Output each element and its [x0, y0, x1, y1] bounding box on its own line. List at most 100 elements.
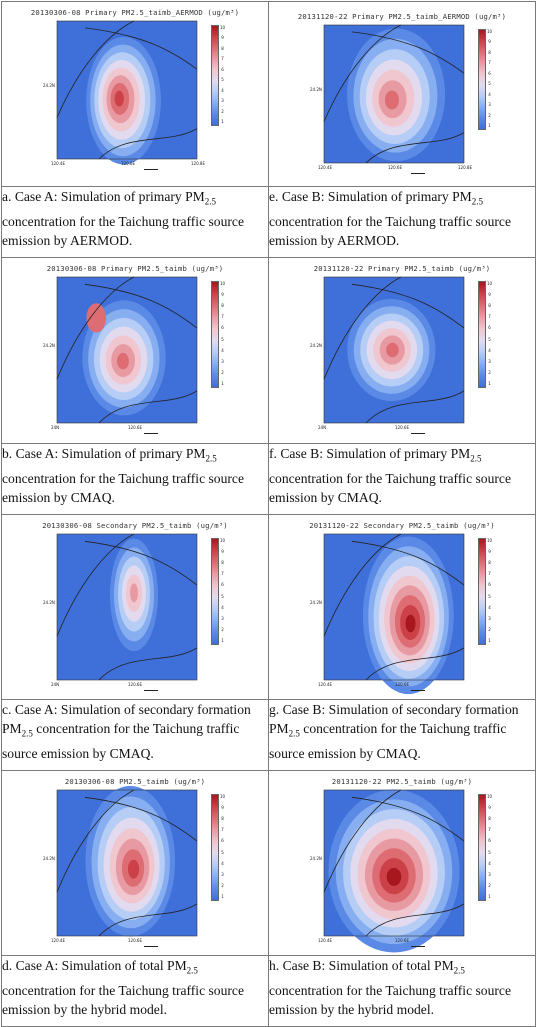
colorbar-labels: 10 9 8 7 6 5 4 3 2 1 [487, 794, 492, 899]
colorbar-labels: 10 9 8 7 6 5 4 3 2 1 [220, 794, 225, 899]
scale-bar [143, 169, 158, 170]
scale-bar [410, 690, 425, 691]
colorbar-tick: 1 [221, 893, 224, 899]
contour-map [323, 276, 465, 424]
map-frame [56, 20, 198, 160]
contour-level [114, 90, 124, 107]
colorbar-tick: 1 [221, 637, 224, 643]
latitude-label: 24.2N [310, 599, 322, 605]
map-frame [323, 533, 465, 681]
scale-bar [410, 433, 425, 434]
colorbar-tick: 3 [221, 98, 224, 104]
panel-d-figure: 20130306-08 PM2.5_taimb (ug/m³) 10 9 8 7 6 5 4… [1, 770, 269, 956]
panel-g-title: 20131120-22 Secondary PM2.5_taimb (ug/m³… [309, 521, 495, 530]
colorbar-tick: 6 [488, 325, 491, 331]
colorbar-tick: 1 [221, 380, 224, 386]
colorbar-tick: 2 [221, 369, 224, 375]
longitude-label: 120.6E [128, 938, 142, 943]
colorbar-tick: 9 [221, 549, 224, 555]
colorbar-tick: 3 [221, 615, 224, 621]
longitude-label: 120.4E [51, 938, 65, 943]
longitude-label: 120.4E [318, 682, 332, 687]
colorbar-tick: 7 [488, 314, 491, 320]
contour-map [56, 20, 198, 165]
panel-c-title: 20130306-08 Secondary PM2.5_taimb (ug/m³… [42, 521, 228, 530]
colorbar [478, 29, 486, 131]
panel-e-title: 20131120-22 Primary PM2.5_taimb_AERMOD (… [297, 12, 507, 21]
scale-bar [143, 946, 158, 947]
colorbar-tick: 2 [221, 108, 224, 114]
colorbar-tick: 1 [221, 119, 224, 125]
colorbar [211, 25, 219, 127]
colorbar-tick: 1 [488, 893, 491, 899]
panel-e-caption: e. Case B: Simulation of primary PM2.5 c… [268, 186, 536, 258]
colorbar-tick: 6 [221, 325, 224, 331]
contour-level [384, 90, 399, 110]
longitude-label: 120.8E [191, 161, 205, 166]
colorbar-tick: 6 [488, 838, 491, 844]
colorbar-tick: 9 [488, 292, 491, 298]
panel-h-title: 20131120-22 PM2.5_taimb (ug/m³) [331, 777, 473, 786]
colorbar-tick: 9 [488, 805, 491, 811]
panel-d-caption: d. Case A: Simulation of total PM2.5 con… [1, 955, 269, 1027]
colorbar-tick: 10 [220, 538, 226, 543]
colorbar-tick: 10 [487, 281, 493, 286]
colorbar-tick: 5 [488, 593, 491, 599]
colorbar-tick: 10 [487, 794, 493, 799]
latitude-label: 24.2N [43, 83, 55, 89]
longitude-label: 24N [51, 682, 60, 687]
colorbar-tick: 6 [488, 582, 491, 588]
longitude-label: 24N [318, 425, 327, 430]
map-frame [56, 789, 198, 937]
colorbar-labels: 10 9 8 7 6 5 4 3 2 1 [487, 281, 492, 386]
colorbar-tick: 5 [488, 336, 491, 342]
colorbar [211, 281, 219, 389]
colorbar-tick: 5 [488, 81, 491, 87]
colorbar-tick: 10 [220, 794, 226, 799]
scale-bar [410, 173, 425, 174]
colorbar-labels: 10 9 8 7 6 5 4 3 2 1 [220, 281, 225, 386]
longitude-label: 120.6E [128, 425, 142, 430]
colorbar-tick: 2 [488, 369, 491, 375]
colorbar [478, 794, 486, 902]
boundary-lines [56, 20, 198, 160]
panel-b-figure: 20130306-08 Primary PM2.5_taimb (ug/m³) … [1, 257, 269, 444]
colorbar-tick: 5 [488, 849, 491, 855]
map-frame [56, 533, 198, 681]
colorbar-tick: 7 [221, 827, 224, 833]
boundary-lines [56, 789, 198, 937]
colorbar-tick: 7 [488, 827, 491, 833]
boundary-lines [323, 533, 465, 681]
contour-hotspot [86, 303, 106, 333]
colorbar-tick: 4 [488, 860, 491, 866]
contour-map [323, 533, 465, 695]
map-frame [56, 276, 198, 424]
colorbar-labels: 10 9 8 7 6 5 4 3 2 1 [487, 29, 492, 128]
contour-level [130, 583, 138, 603]
colorbar-tick: 7 [488, 60, 491, 66]
boundary-lines [323, 789, 465, 937]
scale-bar [143, 690, 158, 691]
panel-f-figure: 20131120-22 Primary PM2.5_taimb (ug/m³) … [268, 257, 536, 444]
colorbar-tick: 10 [487, 29, 493, 34]
contour-level [127, 859, 140, 879]
panel-g-map: 10 9 8 7 6 5 4 3 2 1 24.2N 120.4E 120.6E [302, 530, 502, 698]
scale-bar [410, 946, 425, 947]
panel-f-map: 10 9 8 7 6 5 4 3 2 1 24.2N 24N 120.6E [302, 273, 502, 441]
panel-b-title: 20130306-08 Primary PM2.5_taimb (ug/m³) [46, 264, 224, 273]
map-frame [323, 24, 465, 164]
colorbar [478, 538, 486, 646]
colorbar-tick: 8 [488, 303, 491, 309]
panel-h-map: 10 9 8 7 6 5 4 3 2 1 24.2N 120.4E 120.6E [302, 786, 502, 954]
contour-level [386, 342, 399, 358]
colorbar-tick: 2 [488, 882, 491, 888]
colorbar-tick: 3 [488, 358, 491, 364]
colorbar-tick: 10 [220, 25, 226, 30]
boundary-lines [323, 24, 465, 164]
boundary-lines [56, 276, 198, 424]
colorbar-tick: 9 [488, 39, 491, 45]
colorbar-tick: 8 [221, 816, 224, 822]
colorbar [478, 281, 486, 389]
colorbar-tick: 10 [220, 281, 226, 286]
